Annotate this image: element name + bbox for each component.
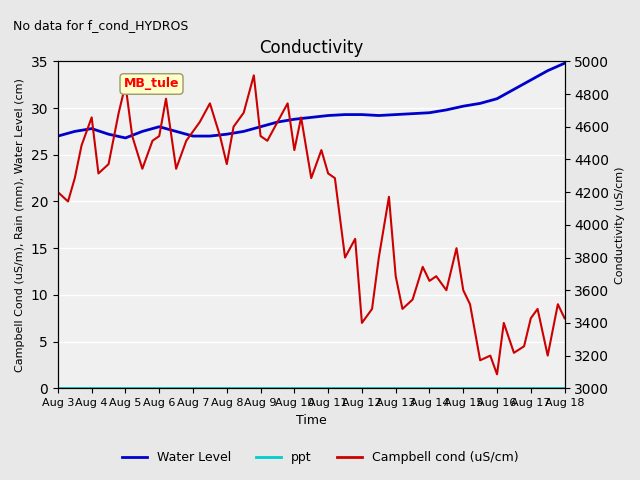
Water Level xyxy=(291,116,298,122)
Water Level xyxy=(561,60,568,66)
Water Level xyxy=(358,112,365,118)
Water Level xyxy=(71,129,79,134)
Campbell cond (uS/cm) xyxy=(172,166,180,172)
Water Level xyxy=(88,126,95,132)
Water Level xyxy=(460,103,467,109)
Water Level xyxy=(476,100,484,106)
Water Level xyxy=(156,124,163,130)
Water Level xyxy=(527,77,534,83)
Water Level xyxy=(375,113,383,119)
Water Level xyxy=(240,129,248,134)
Campbell cond (uS/cm) xyxy=(331,175,339,181)
Legend: Water Level, ppt, Campbell cond (uS/cm): Water Level, ppt, Campbell cond (uS/cm) xyxy=(116,446,524,469)
Campbell cond (uS/cm) xyxy=(510,350,518,356)
Text: No data for f_cond_HYDROS: No data for f_cond_HYDROS xyxy=(13,19,188,32)
Campbell cond (uS/cm) xyxy=(561,315,568,321)
Water Level xyxy=(274,119,282,125)
Water Level xyxy=(426,110,433,116)
Water Level xyxy=(189,133,197,139)
Water Level xyxy=(493,96,501,102)
Campbell cond (uS/cm) xyxy=(54,189,61,195)
Water Level xyxy=(409,111,417,117)
Water Level xyxy=(392,112,399,118)
Campbell cond (uS/cm) xyxy=(156,133,163,139)
Line: Water Level: Water Level xyxy=(58,63,564,138)
Campbell cond (uS/cm) xyxy=(493,372,501,377)
Water Level xyxy=(172,129,180,134)
Line: Campbell cond (uS/cm): Campbell cond (uS/cm) xyxy=(58,75,564,374)
Campbell cond (uS/cm) xyxy=(250,72,258,78)
Water Level xyxy=(257,124,264,130)
Water Level xyxy=(122,135,129,141)
Water Level xyxy=(54,133,61,139)
Y-axis label: Conductivity (uS/cm): Conductivity (uS/cm) xyxy=(615,166,625,284)
Title: Conductivity: Conductivity xyxy=(259,39,364,57)
Text: MB_tule: MB_tule xyxy=(124,77,179,91)
X-axis label: Time: Time xyxy=(296,414,326,427)
Water Level xyxy=(324,113,332,119)
Water Level xyxy=(138,129,146,134)
Water Level xyxy=(206,133,214,139)
Water Level xyxy=(442,107,450,113)
Campbell cond (uS/cm) xyxy=(230,124,237,130)
Water Level xyxy=(341,112,349,118)
Water Level xyxy=(307,115,315,120)
Water Level xyxy=(510,86,518,92)
Y-axis label: Campbell Cond (uS/m), Rain (mm), Water Level (cm): Campbell Cond (uS/m), Rain (mm), Water L… xyxy=(15,78,25,372)
Water Level xyxy=(223,132,230,137)
Campbell cond (uS/cm) xyxy=(368,306,376,312)
Water Level xyxy=(544,68,552,73)
Water Level xyxy=(105,132,113,137)
